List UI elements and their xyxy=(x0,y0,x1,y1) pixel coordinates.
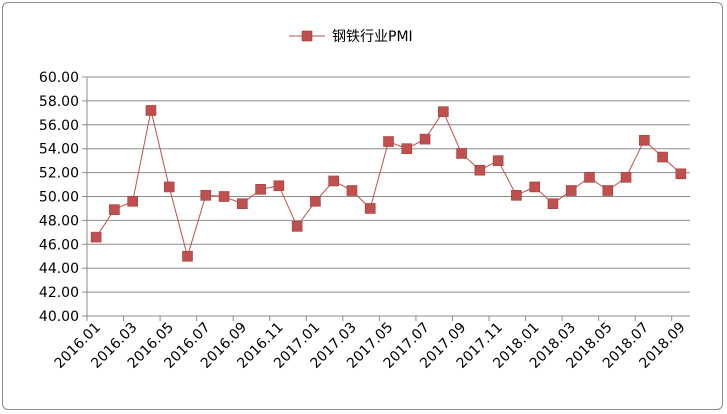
data-point xyxy=(620,172,632,183)
data-point xyxy=(529,181,540,193)
y-tick-label: 42.00 xyxy=(39,285,79,301)
grid-lines xyxy=(82,76,690,317)
y-tick-label: 46.00 xyxy=(39,237,79,253)
data-point xyxy=(364,203,376,214)
data-point xyxy=(657,151,668,163)
x-axis-tick-labels: 2016.012016.032016.052016.072016.092016.… xyxy=(52,320,689,372)
data-point xyxy=(145,105,157,116)
data-point xyxy=(639,135,650,146)
y-tick-label: 60.00 xyxy=(39,70,79,86)
y-tick-label: 54.00 xyxy=(39,142,79,158)
y-tick-label: 40.00 xyxy=(39,309,79,325)
data-point xyxy=(310,195,321,207)
y-tick-label: 50.00 xyxy=(39,190,79,206)
data-point xyxy=(584,172,595,183)
data-point xyxy=(237,198,248,209)
data-point xyxy=(383,136,394,147)
data-point xyxy=(602,185,614,196)
legend-marker-swatch xyxy=(301,30,313,42)
data-point xyxy=(511,190,522,201)
y-axis-tick-labels: 40.00 42.00 44.00 46.00 48.00 50.00 52.00 54.00… xyxy=(39,70,79,325)
data-point xyxy=(328,175,339,187)
axes xyxy=(86,77,690,321)
data-point xyxy=(109,204,120,215)
legend: 钢铁行业PMI xyxy=(289,29,413,45)
data-point xyxy=(182,250,193,262)
data-point xyxy=(565,185,577,196)
data-point xyxy=(474,164,486,176)
legend-label: 钢铁行业PMI xyxy=(332,29,413,45)
data-point xyxy=(419,133,431,145)
series-line xyxy=(95,110,682,259)
data-point xyxy=(90,231,102,243)
data-point xyxy=(273,180,285,192)
data-point xyxy=(456,148,467,159)
data-point xyxy=(492,155,504,166)
y-tick-label: 44.00 xyxy=(39,261,79,277)
data-point xyxy=(218,191,230,202)
y-tick-label: 52.00 xyxy=(39,166,79,182)
data-point xyxy=(675,168,687,180)
data-point xyxy=(127,195,138,207)
y-tick-label: 48.00 xyxy=(39,213,79,229)
data-point xyxy=(346,185,358,196)
data-point xyxy=(163,181,175,193)
data-point xyxy=(200,190,212,201)
y-tick-label: 58.00 xyxy=(39,94,79,110)
data-point xyxy=(291,221,303,232)
y-tick-label: 56.00 xyxy=(39,118,79,134)
data-point xyxy=(255,184,266,195)
data-point xyxy=(438,106,449,117)
series-pmi xyxy=(90,105,687,262)
data-point xyxy=(401,143,413,154)
data-point xyxy=(547,198,559,209)
